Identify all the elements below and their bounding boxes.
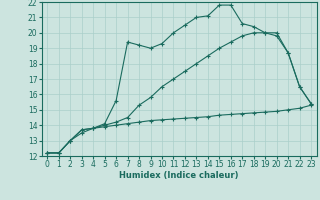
X-axis label: Humidex (Indice chaleur): Humidex (Indice chaleur) — [119, 171, 239, 180]
